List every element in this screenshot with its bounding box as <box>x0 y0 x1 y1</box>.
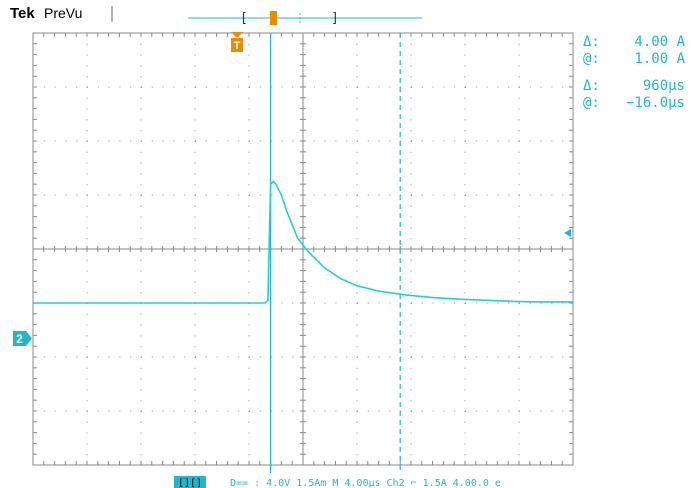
record-view-indicator: [ ] <box>188 11 422 26</box>
amplitude-delta-label: Δ: <box>583 34 600 50</box>
time-at-label: @: <box>583 95 600 111</box>
channel-2-icon <box>13 331 26 346</box>
channel-2-label: 2 <box>16 332 23 346</box>
status-text: D== : 4.0V 1.5Am M 4.00µs Ch2 ⌐ 1.5A 4.0… <box>230 478 501 488</box>
channel-2-marker[interactable]: 2 <box>13 331 32 346</box>
status-bar: [][] D== : 4.0V 1.5Am M 4.00µs Ch2 ⌐ 1.5… <box>174 476 501 488</box>
trigger-arrow-icon <box>231 32 243 38</box>
trigger-level-arrow-icon[interactable] <box>564 229 571 237</box>
trigger-marker-label: T <box>234 40 241 52</box>
amplitude-at-value: 1.00 A <box>634 51 685 67</box>
graticule <box>32 32 574 466</box>
record-trigger-icon <box>270 11 277 25</box>
run-indicator-label: [][] <box>178 478 202 488</box>
time-at-value: −16.0µs <box>626 95 685 111</box>
time-delta-value: 960µs <box>643 78 685 94</box>
trigger-position-marker[interactable]: T <box>231 32 243 52</box>
amplitude-at-label: @: <box>583 51 600 67</box>
acquisition-status: PreVu <box>44 5 82 21</box>
brand-label: Tek <box>10 5 35 22</box>
amplitude-delta-value: 4.00 A <box>634 34 685 50</box>
channel-2-trace <box>33 180 573 304</box>
time-delta-label: Δ: <box>583 78 600 94</box>
svg-text:[: [ <box>240 11 248 26</box>
cursor-readout: Δ: 4.00 A @: 1.00 A Δ: 960µs @: −16.0µs <box>583 34 686 111</box>
trigger-icon <box>231 38 243 52</box>
run-indicator-icon <box>174 476 206 488</box>
svg-text:]: ] <box>331 11 339 26</box>
cursors[interactable] <box>270 33 401 473</box>
